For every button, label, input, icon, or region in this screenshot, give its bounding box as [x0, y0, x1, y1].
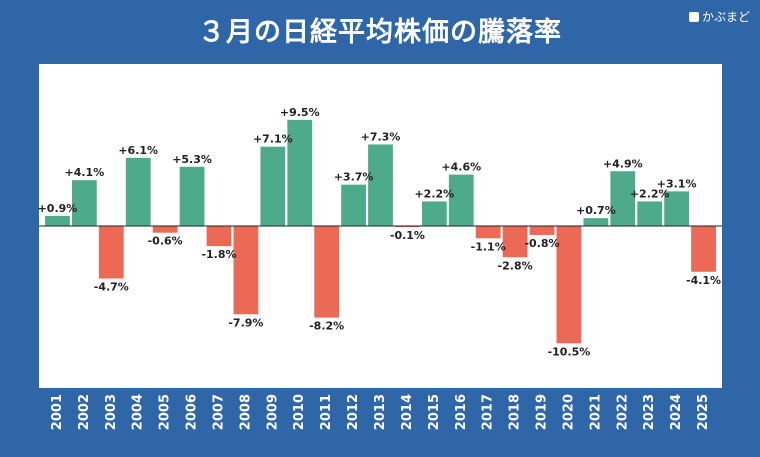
bar-2022 [610, 171, 636, 226]
bar-2011 [314, 226, 340, 318]
data-label-2004: +6.1% [118, 144, 158, 157]
data-label-2017: -1.1% [471, 240, 506, 253]
bar-2018 [502, 226, 528, 258]
data-label-2012: +3.7% [334, 171, 374, 184]
x-tick-labels-group: 2001 2002 2003 2004 2005 2006 2007 2008 2009 2010… [50, 394, 711, 430]
data-label-2020: -10.5% [548, 345, 591, 358]
bar-2008 [233, 226, 259, 315]
bar-2004 [125, 157, 151, 226]
bar-2010 [287, 119, 313, 226]
x-tick-2006: 2006 [185, 394, 200, 430]
x-tick-2021: 2021 [588, 394, 603, 430]
x-tick-2025: 2025 [696, 394, 711, 430]
data-label-2023: +2.2% [630, 187, 670, 200]
chart-title: ３月の日経平均株価の騰落率 [198, 17, 562, 48]
x-tick-2009: 2009 [265, 394, 280, 430]
bar-2025 [691, 226, 716, 272]
x-tick-2001: 2001 [50, 394, 65, 430]
data-label-2010: +9.5% [280, 106, 320, 119]
x-tick-2022: 2022 [615, 394, 630, 430]
data-label-2013: +7.3% [361, 130, 401, 143]
data-label-2006: +5.3% [172, 153, 212, 166]
x-tick-2020: 2020 [561, 394, 576, 430]
data-label-2003: -4.7% [94, 281, 129, 294]
data-label-2015: +2.2% [414, 187, 454, 200]
x-tick-2024: 2024 [669, 394, 684, 430]
bar-2016 [448, 174, 474, 226]
x-tick-2023: 2023 [642, 394, 657, 430]
data-label-2009: +7.1% [253, 133, 293, 146]
bar-2005 [152, 226, 178, 233]
x-tick-2003: 2003 [104, 394, 119, 430]
x-tick-2018: 2018 [508, 394, 523, 430]
data-label-2005: -0.6% [148, 235, 183, 248]
x-tick-2007: 2007 [211, 394, 226, 430]
bar-2015 [421, 201, 447, 226]
data-label-2014: -0.1% [390, 229, 425, 242]
bar-labels-group: +0.9% +4.1% -4.7% +6.1% -0.6% +5.3% -1.8% -7.9%… [38, 106, 721, 358]
bar-2021 [583, 218, 609, 226]
data-label-2024: +3.1% [657, 177, 697, 190]
bar-2014 [395, 226, 420, 228]
data-label-2018: -2.8% [498, 259, 533, 272]
x-tick-2013: 2013 [373, 394, 388, 430]
data-label-2021: +0.7% [576, 204, 616, 217]
brand-icon [688, 11, 699, 22]
brand-logo: かぶまど [688, 8, 750, 25]
x-tick-2016: 2016 [454, 394, 469, 430]
bar-2002 [71, 180, 97, 226]
data-label-2002: +4.1% [65, 166, 105, 179]
data-label-2025: -4.1% [686, 274, 721, 287]
x-tick-2004: 2004 [131, 394, 146, 430]
x-tick-2005: 2005 [158, 394, 173, 430]
data-label-2022: +4.9% [603, 157, 643, 170]
data-label-2019: -0.8% [524, 237, 559, 250]
x-tick-2002: 2002 [77, 394, 92, 430]
x-tick-2017: 2017 [481, 394, 496, 430]
x-tick-2012: 2012 [346, 394, 361, 430]
data-label-2011: -8.2% [309, 320, 344, 333]
data-label-2008: -7.9% [228, 316, 263, 329]
x-tick-2010: 2010 [292, 394, 307, 430]
x-tick-2008: 2008 [238, 394, 253, 430]
bars-group [45, 119, 716, 344]
bar-2024 [664, 191, 690, 226]
bar-2001 [45, 215, 70, 226]
bar-2007 [206, 226, 232, 247]
bar-2012 [341, 184, 366, 226]
data-label-2007: -1.8% [201, 248, 236, 261]
bar-2006 [179, 166, 205, 226]
bar-2019 [529, 226, 555, 235]
bar-2009 [260, 146, 286, 226]
bar-2017 [475, 226, 501, 239]
data-label-2001: +0.9% [38, 202, 78, 215]
bar-2020 [556, 226, 582, 344]
x-tick-2014: 2014 [400, 394, 415, 430]
bar-2003 [98, 226, 124, 279]
bar-2023 [637, 201, 663, 226]
x-tick-2019: 2019 [535, 394, 550, 430]
data-label-2016: +4.6% [441, 161, 481, 174]
x-tick-2011: 2011 [319, 394, 334, 430]
bar-2013 [368, 144, 393, 226]
brand-name: かぶまど [701, 10, 750, 24]
x-tick-2015: 2015 [427, 394, 442, 430]
